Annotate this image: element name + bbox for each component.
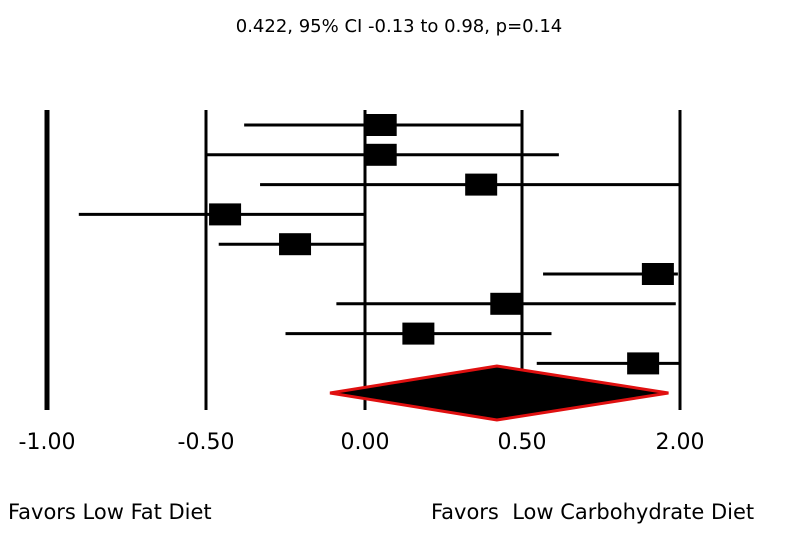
estimate-box — [279, 233, 312, 256]
estimate-box — [490, 292, 523, 315]
x-tick-label: -1.00 — [19, 430, 76, 455]
summary-diamond — [329, 364, 669, 422]
estimate-box — [364, 114, 397, 136]
right-label: Favors Low Carbohydrate Diet — [431, 500, 754, 524]
estimate-box — [465, 173, 498, 196]
x-tick-label: 0.50 — [498, 430, 547, 455]
left-label: Favors Low Fat Diet — [8, 500, 212, 524]
estimate-box — [627, 352, 660, 375]
chart-title: 0.422, 95% CI -0.13 to 0.98, p=0.14 — [236, 16, 563, 37]
x-tick-label: 2.00 — [656, 430, 705, 455]
estimate-box — [402, 322, 435, 345]
estimate-box — [641, 263, 674, 285]
x-tick-label: -0.50 — [178, 430, 235, 455]
estimate-box — [364, 143, 397, 166]
estimate-box — [209, 203, 242, 226]
x-tick-label: 0.00 — [341, 430, 390, 455]
